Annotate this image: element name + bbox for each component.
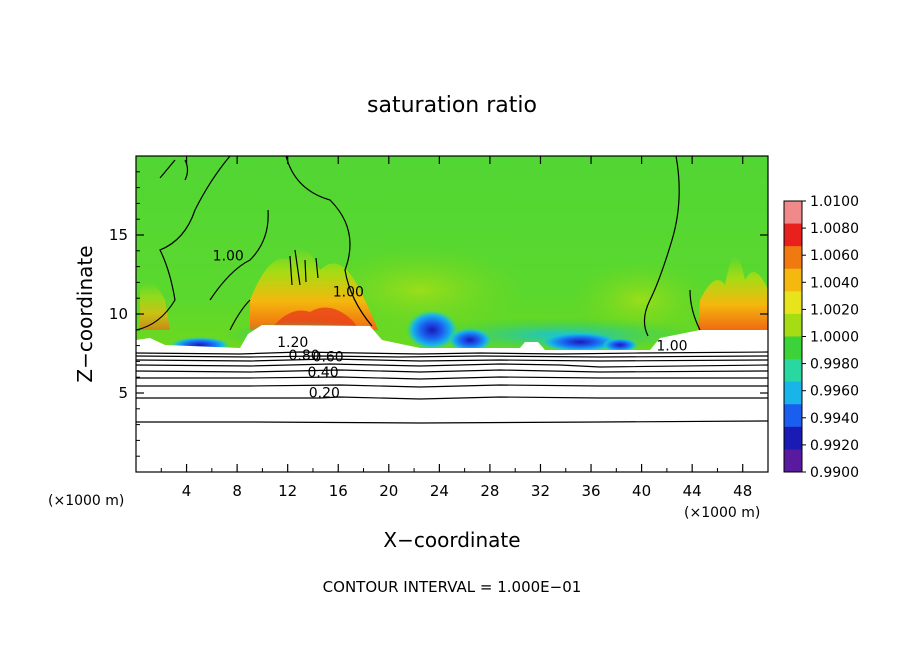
field-blue-blob <box>406 310 458 350</box>
colorbar-segment <box>784 291 802 315</box>
x-axis-label: X−coordinate <box>383 528 520 552</box>
colorbar-label: 0.9940 <box>810 411 859 427</box>
x-tick-label: 16 <box>329 482 348 500</box>
colorbar-label: 0.9960 <box>810 384 859 400</box>
colorbar-segment <box>784 201 802 225</box>
contour-label: 0.80 <box>289 348 320 364</box>
colorbar-label: 1.0080 <box>810 221 859 237</box>
contour-label: 0.40 <box>307 365 338 381</box>
colorbar-segment <box>784 313 802 337</box>
colorbar-segment <box>784 426 802 450</box>
x-unit-right: (×1000 m) <box>684 505 760 521</box>
colorbar-label: 1.0060 <box>810 248 859 264</box>
field-blue-blob <box>540 332 620 352</box>
contour-label: 0.60 <box>313 349 344 365</box>
colorbar-segment <box>784 246 802 270</box>
x-tick-label: 28 <box>480 482 499 500</box>
colorbar-segment <box>784 404 802 428</box>
contour-label: 0.20 <box>309 386 340 402</box>
y-axis: 5 10 15 <box>109 171 768 457</box>
x-tick-label: 8 <box>232 482 242 500</box>
x-tick-label: 44 <box>683 482 702 500</box>
colorbar-label: 0.9920 <box>810 438 859 454</box>
contour-label: 1.00 <box>333 285 364 301</box>
contour-label: 1.00 <box>213 248 244 264</box>
x-tick-label: 12 <box>278 482 297 500</box>
colorbar-segment <box>784 359 802 383</box>
x-unit-left: (×1000 m) <box>48 493 124 509</box>
colorbar-segment <box>784 449 802 473</box>
y-axis-label: Z−coordinate <box>73 245 97 382</box>
colorbar-segment <box>784 268 802 292</box>
colorbar-label: 0.9980 <box>810 357 859 373</box>
colorbar-label: 0.9900 <box>810 465 859 481</box>
colorbar-label: 1.0040 <box>810 275 859 291</box>
contour-labels: 1.200.800.600.40 0.20 1.00 1.00 1.00 <box>213 248 688 402</box>
contour-lines <box>136 156 768 424</box>
y-tick-label: 5 <box>118 384 128 402</box>
x-tick-label: 40 <box>632 482 651 500</box>
contour-label: 1.00 <box>656 338 687 354</box>
contour-label: 1.20 <box>277 335 308 351</box>
colorbar-segment <box>784 336 802 360</box>
x-axis: 4 8 12 16 20 24 28 32 36 40 44 48 <box>160 156 752 500</box>
colorbar-segment <box>784 223 802 247</box>
x-tick-label: 20 <box>379 482 398 500</box>
field-blue-blob <box>602 338 638 352</box>
x-tick-label: 4 <box>182 482 192 500</box>
x-tick-label: 48 <box>733 482 752 500</box>
colorbar-label: 1.0100 <box>810 194 859 210</box>
y-tick-label: 15 <box>109 226 128 244</box>
plot-area <box>136 156 768 472</box>
x-tick-label: 24 <box>430 482 449 500</box>
y-tick-label: 10 <box>109 305 128 323</box>
field-warm-left2 <box>140 282 170 330</box>
x-tick-label: 32 <box>531 482 550 500</box>
x-tick-label: 36 <box>581 482 600 500</box>
colorbar-segment <box>784 381 802 405</box>
colorbar-label: 1.0020 <box>810 302 859 318</box>
field-warm-right <box>698 256 768 330</box>
field-warm-left <box>250 247 378 330</box>
colorbar-label: 1.0000 <box>810 330 859 346</box>
colorbar: 1.0100 1.0080 1.0060 1.0040 1.0020 1.0000 0.99… <box>783 194 859 481</box>
chart-title: saturation ratio <box>367 93 537 118</box>
field-blue-blob <box>448 328 492 352</box>
contour-interval-note: CONTOUR INTERVAL = 1.000E−01 <box>323 578 582 596</box>
